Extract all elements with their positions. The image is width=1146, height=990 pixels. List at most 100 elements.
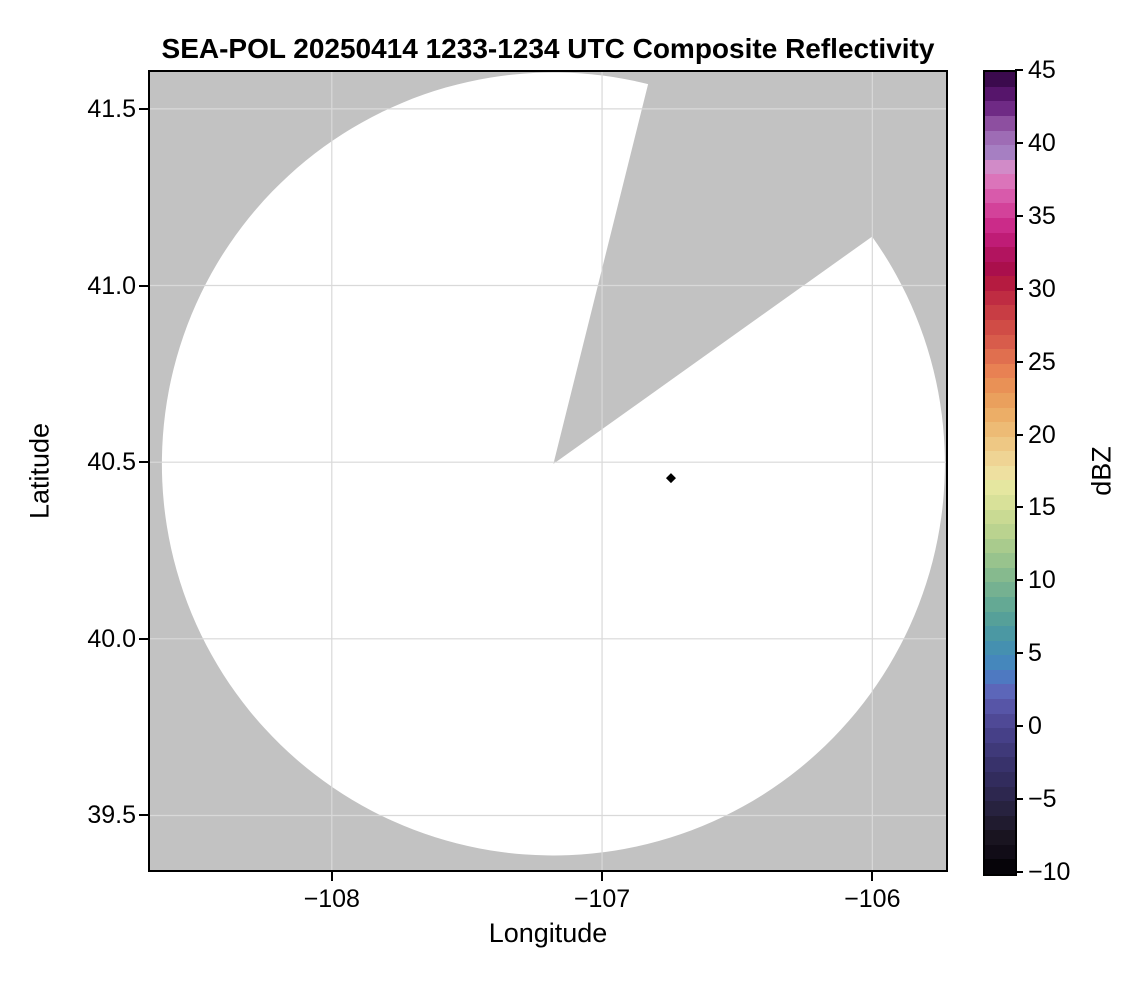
y-tick-label: 40.5: [87, 448, 136, 477]
colorbar-tick-label: 35: [1028, 201, 1056, 230]
map-plot: [148, 70, 948, 872]
colorbar-tick-mark: [1015, 871, 1023, 873]
colorbar-tick-label: 5: [1028, 639, 1042, 668]
colorbar-axis-label: dBZ: [1086, 446, 1117, 496]
colorbar-band: [985, 101, 1015, 116]
colorbar-tick-mark: [1015, 141, 1023, 144]
location-marker-diamond: [665, 473, 676, 484]
colorbar-band: [985, 436, 1015, 452]
colorbar-band: [985, 276, 1015, 291]
colorbar-band: [985, 188, 1015, 204]
colorbar-band: [985, 203, 1015, 218]
x-axis-label: Longitude: [488, 918, 608, 948]
colorbar-tick-label: 10: [1028, 566, 1056, 595]
y-tick-label: 40.0: [87, 624, 136, 653]
colorbar-band: [985, 334, 1015, 350]
y-tick-label: 41.0: [87, 271, 136, 300]
colorbar-band: [985, 801, 1015, 816]
colorbar-band: [985, 684, 1015, 700]
colorbar-band: [985, 742, 1015, 758]
radar-coverage-area: [161, 72, 945, 856]
y-tick-label: 39.5: [87, 801, 136, 830]
colorbar-band: [985, 72, 1015, 87]
colorbar-band: [985, 509, 1015, 525]
colorbar-band: [985, 407, 1015, 423]
colorbar: [983, 70, 1017, 876]
colorbar-band: [985, 626, 1015, 641]
colorbar-band: [985, 363, 1015, 379]
x-tick-mark: [330, 872, 333, 881]
colorbar-band: [985, 786, 1015, 802]
colorbar-tick-mark: [1015, 506, 1023, 509]
colorbar-band: [985, 422, 1015, 437]
colorbar-band: [985, 538, 1015, 554]
colorbar-band: [985, 451, 1015, 466]
colorbar-band: [985, 86, 1015, 102]
colorbar-band: [985, 713, 1015, 729]
colorbar-band: [985, 145, 1015, 160]
colorbar-band: [985, 553, 1015, 568]
colorbar-tick-label: −5: [1028, 785, 1057, 814]
colorbar-tick-mark: [1015, 360, 1023, 363]
colorbar-band: [985, 130, 1015, 146]
x-tick-label: −107: [573, 885, 631, 913]
colorbar-tick-mark: [1015, 579, 1023, 582]
colorbar-tick-label: 20: [1028, 420, 1056, 449]
colorbar-tick-mark: [1015, 214, 1023, 217]
colorbar-band: [985, 728, 1015, 743]
gridlines: [148, 70, 948, 872]
colorbar-band: [985, 320, 1015, 335]
colorbar-band: [985, 261, 1015, 277]
colorbar-band: [985, 771, 1015, 787]
colorbar-band: [985, 611, 1015, 627]
colorbar-tick-label: 40: [1028, 128, 1056, 157]
colorbar-band: [985, 480, 1015, 495]
x-tick-mark: [871, 872, 874, 881]
colorbar-tick-mark: [1015, 652, 1023, 655]
plot-frame: [148, 70, 948, 872]
colorbar-band: [985, 830, 1015, 845]
colorbar-band: [985, 305, 1015, 321]
y-tick-mark: [139, 461, 148, 464]
colorbar-band: [985, 844, 1015, 860]
y-tick-mark: [139, 284, 148, 287]
colorbar-tick-label: −10: [1028, 858, 1071, 886]
colorbar-band: [985, 290, 1015, 306]
colorbar-band: [985, 159, 1015, 175]
colorbar-band: [985, 494, 1015, 510]
colorbar-band: [985, 247, 1015, 262]
colorbar-band: [985, 174, 1015, 189]
x-tick-label: −106: [844, 885, 901, 913]
colorbar-tick-label: 30: [1028, 274, 1056, 303]
colorbar-tick-mark: [1015, 798, 1023, 801]
colorbar-band: [985, 524, 1015, 539]
y-tick-mark: [139, 637, 148, 640]
colorbar-band: [985, 115, 1015, 131]
y-tick-mark: [139, 814, 148, 817]
colorbar-band: [985, 859, 1015, 874]
y-tick-label: 41.5: [87, 94, 136, 123]
figure-title: SEA-POL 20250414 1233-1234 UTC Composite…: [161, 33, 935, 64]
colorbar-tick-label: 0: [1028, 712, 1042, 741]
colorbar-band: [985, 757, 1015, 772]
colorbar-band: [985, 232, 1015, 248]
colorbar-band: [985, 217, 1015, 233]
colorbar-tick-mark: [1015, 433, 1023, 436]
x-tick-mark: [601, 872, 604, 881]
colorbar-tick-mark: [1015, 725, 1023, 728]
colorbar-band: [985, 699, 1015, 714]
plot-area: [148, 70, 948, 872]
colorbar-band: [985, 640, 1015, 656]
colorbar-tick-label: 15: [1028, 493, 1056, 522]
colorbar-tick-label: 25: [1028, 347, 1056, 376]
colorbar-band: [985, 597, 1015, 612]
colorbar-band: [985, 349, 1015, 364]
y-tick-mark: [139, 107, 148, 110]
colorbar-band: [985, 378, 1015, 393]
colorbar-band: [985, 465, 1015, 481]
x-tick-label: −108: [303, 885, 360, 913]
colorbar-band: [985, 567, 1015, 583]
colorbar-band: [985, 669, 1015, 685]
colorbar-band: [985, 582, 1015, 598]
